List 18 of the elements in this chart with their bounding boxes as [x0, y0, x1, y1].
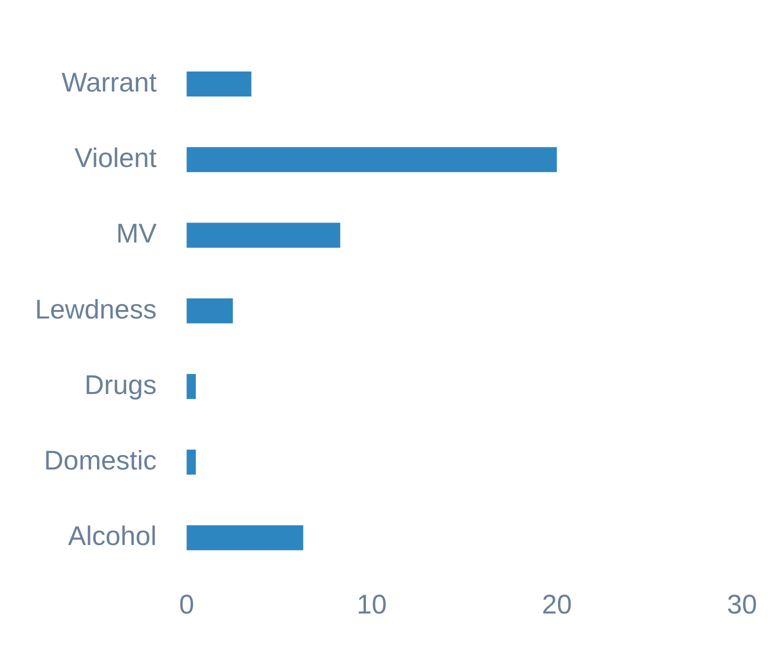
bar: [186, 298, 233, 324]
y-tick-label: Violent: [74, 143, 158, 174]
bar: [186, 450, 196, 475]
bar: [186, 72, 252, 96]
y-tick-label: Warrant: [62, 67, 158, 98]
y-tick-label: Alcohol: [68, 521, 157, 552]
bar: [186, 525, 304, 550]
y-tick-label: Drugs: [84, 370, 157, 400]
bar: [186, 147, 557, 172]
bar: [186, 374, 196, 400]
x-tick-label: 30: [726, 589, 758, 620]
y-tick-label: MV: [116, 218, 157, 249]
x-tick-label: 20: [542, 589, 572, 620]
y-tick-label: Domestic: [44, 446, 157, 476]
x-tick-label: 10: [356, 589, 387, 620]
bar: [186, 222, 340, 248]
y-tick-label: Lewdness: [34, 294, 157, 324]
x-tick-label: 0: [179, 589, 194, 620]
